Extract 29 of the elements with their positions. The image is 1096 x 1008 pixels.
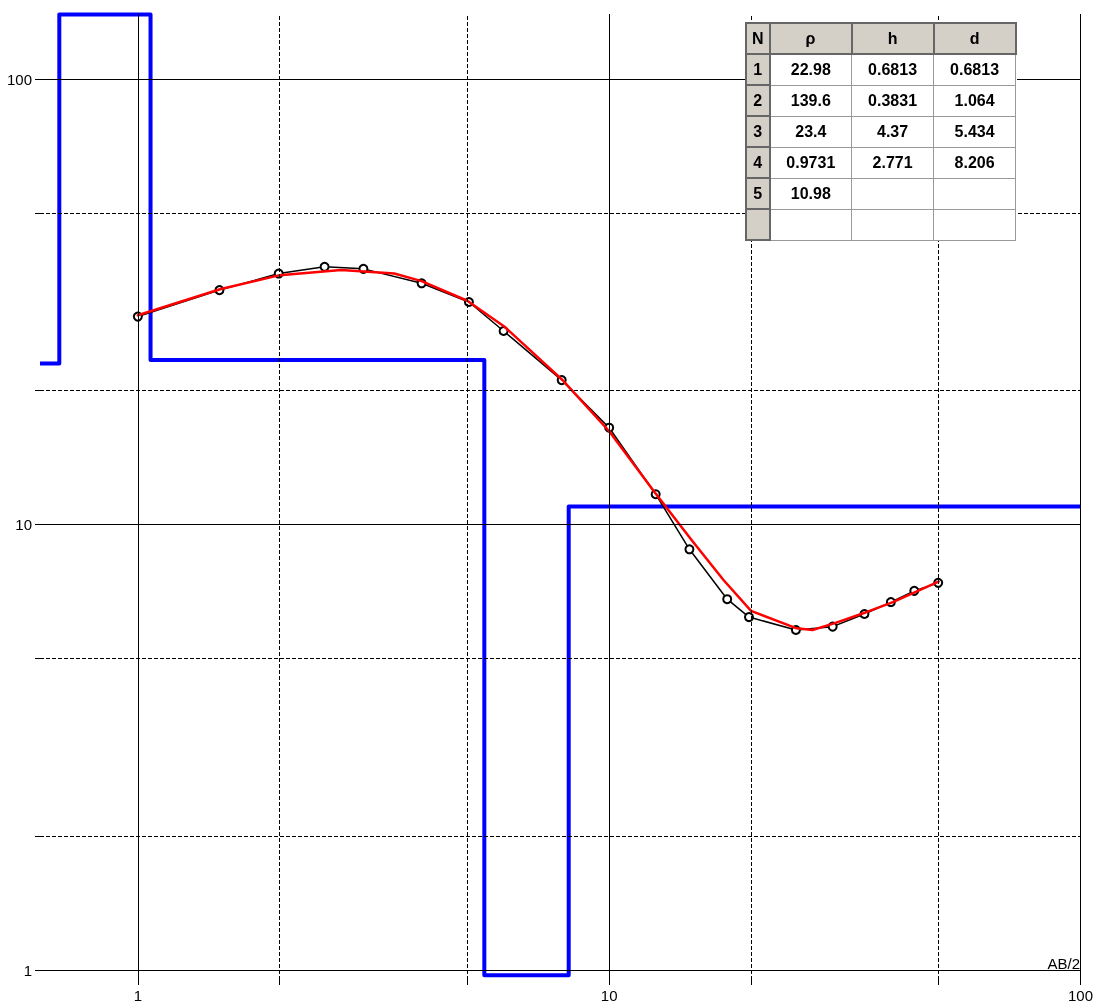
annotation: d <box>933 23 1016 54</box>
x-tick-label: 1 <box>133 987 143 1004</box>
annotation: 0.3831 <box>851 85 934 116</box>
annotation: 5 <box>746 178 770 209</box>
annotation: 0.6813 <box>933 54 1016 85</box>
annotation: 2.771 <box>851 147 934 178</box>
y-tick-label: 1 <box>23 961 32 979</box>
annotation: N <box>746 23 770 54</box>
annotation: 139.6 <box>769 85 852 116</box>
annotation: 4.37 <box>851 116 934 147</box>
annotation: 4 <box>746 147 770 178</box>
annotation: 0.9731 <box>769 147 852 178</box>
x-tick-label: 100 <box>1067 987 1093 1004</box>
annotation: 3 <box>746 116 770 147</box>
x-axis-title: AB/2 <box>1047 955 1080 972</box>
y-tick-label: 10 <box>15 516 32 534</box>
annotation: 2 <box>746 85 770 116</box>
y-tick-label: 100 <box>6 70 32 88</box>
annotation: h <box>851 23 934 54</box>
x-tick-label: 10 <box>600 987 618 1004</box>
annotation: 10.98 <box>769 178 852 209</box>
annotation: 23.4 <box>769 116 852 147</box>
annotation: 8.206 <box>933 147 1016 178</box>
annotation: 1.064 <box>933 85 1016 116</box>
annotation: ρ <box>769 23 852 54</box>
annotation: 5.434 <box>933 116 1016 147</box>
annotation: 0.6813 <box>851 54 934 85</box>
annotation: 22.98 <box>769 54 852 85</box>
annotation: 1 <box>746 54 770 85</box>
